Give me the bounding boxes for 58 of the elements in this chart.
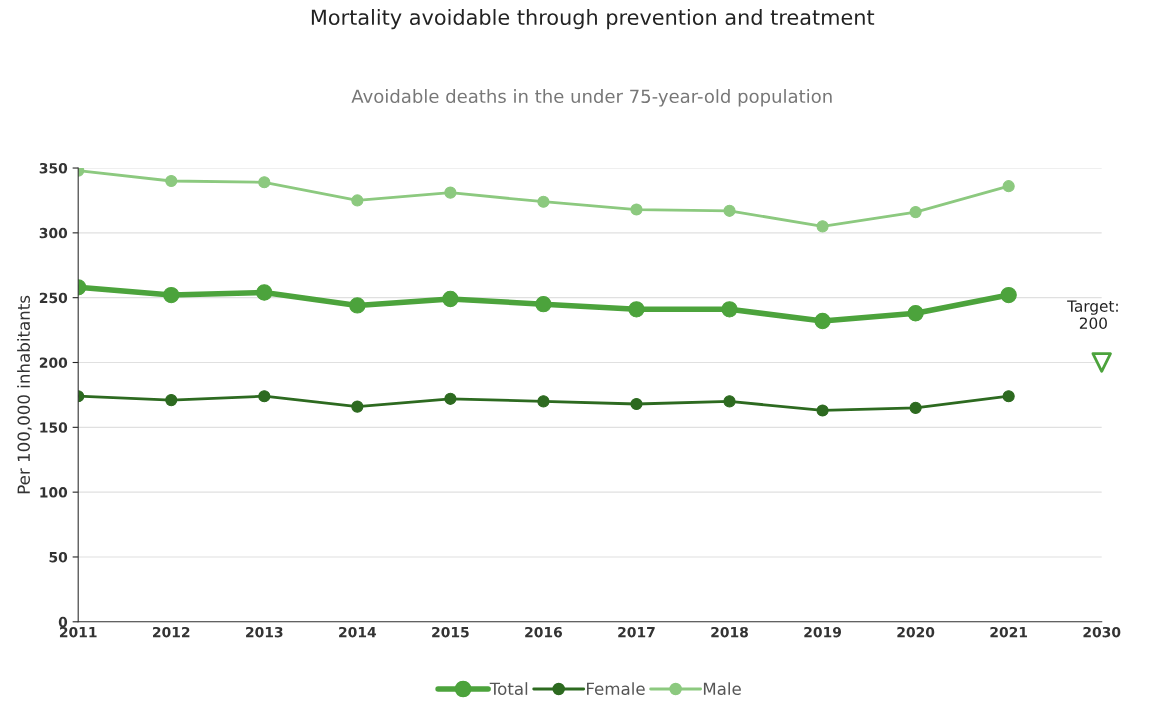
point [351,194,364,207]
x-tick-label: 2013 [246,626,283,638]
x-tick-label: 2011 [59,626,97,638]
point [537,395,550,408]
y-axis-title: Per 100,000 inhabitants [17,295,32,494]
point [537,195,550,208]
point [349,297,366,314]
point [165,394,178,407]
point [816,404,829,417]
y-tick-label: 250 [39,292,68,304]
point [630,397,643,411]
x-tick-label: 2017 [618,626,655,638]
y-tick-label: 150 [40,422,68,433]
point [630,203,643,216]
point [256,284,273,301]
point [535,296,552,313]
y-tick-label: 200 [39,357,68,368]
x-tick-label: 2021 [990,626,1028,638]
annotation: Target: 200 [1067,300,1118,329]
legend-label: Male [703,682,741,696]
x-tick-label: 2015 [432,626,469,638]
y-tick-label: 300 [39,227,68,239]
y-tick-label: 50 [49,551,68,563]
y-tick-label: 350 [39,163,68,174]
point [444,186,457,199]
point [909,206,922,219]
point [258,390,271,403]
point [442,290,459,308]
point [351,400,364,413]
point [628,301,645,318]
point [816,220,829,233]
point [814,312,831,330]
x-tick-label: 2020 [897,626,935,638]
x-tick-label: 2016 [525,626,563,638]
point [909,401,922,414]
x-tick-label: 2030 [1083,626,1121,638]
point [723,204,736,217]
point [258,176,271,189]
point [1002,390,1015,403]
point [723,395,736,408]
x-tick-label: 2014 [339,626,377,638]
chart-title: Mortality avoidable through prevention and treatment [311,8,875,30]
point [1002,180,1015,193]
point [721,301,738,318]
legend-label: Total [489,682,528,696]
point [907,305,924,322]
point [163,286,180,304]
point [1091,352,1112,373]
y-tick-label: 0 [58,616,68,628]
point [444,392,457,405]
x-tick-label: 2012 [153,626,190,638]
point [165,174,178,188]
point [1000,286,1017,304]
legend-label: Female [587,682,645,696]
x-tick-label: 2019 [804,626,841,638]
chart-subtitle: Avoidable deaths in the under 75-year-old population [351,89,832,107]
x-tick-label: 2018 [711,626,748,638]
y-tick-label: 100 [40,487,68,498]
